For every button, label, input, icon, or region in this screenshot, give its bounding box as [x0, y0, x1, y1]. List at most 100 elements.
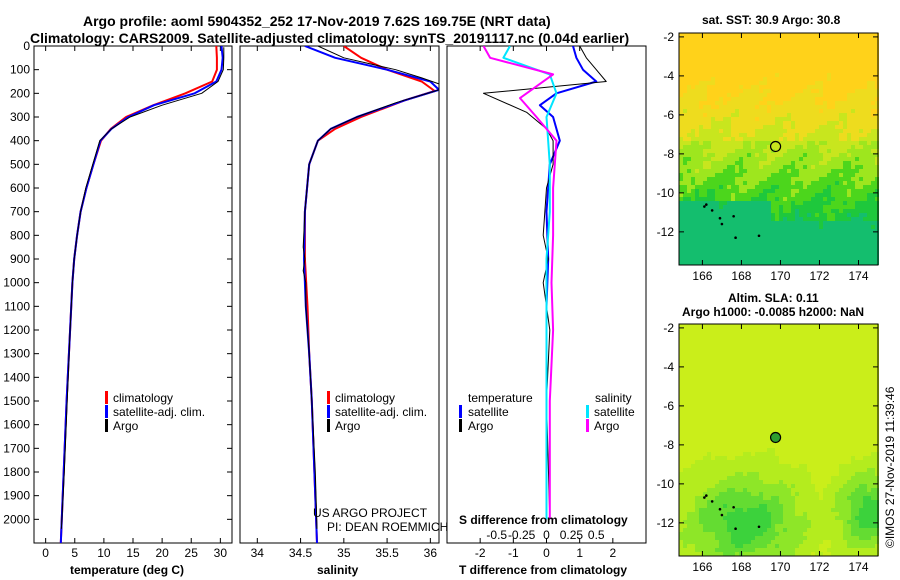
heatmap-cell	[875, 101, 879, 105]
heatmap-cell	[863, 157, 867, 161]
heatmap-cell	[759, 169, 763, 173]
heatmap-cell	[815, 348, 819, 352]
heatmap-cell	[763, 57, 767, 61]
heatmap-cell	[727, 169, 731, 173]
heatmap-cell	[851, 396, 855, 400]
heatmap-cell	[723, 356, 727, 360]
heatmap-cell	[679, 464, 683, 468]
heatmap-cell	[807, 113, 811, 117]
heatmap-cell	[679, 428, 683, 432]
heatmap-cell	[691, 245, 695, 249]
heatmap-cell	[847, 49, 851, 53]
heatmap-cell	[751, 332, 755, 336]
heatmap-cell	[795, 177, 799, 181]
heatmap-cell	[827, 121, 831, 125]
heatmap-cell	[747, 137, 751, 141]
heatmap-cell	[811, 412, 815, 416]
heatmap-cell	[755, 364, 759, 368]
heatmap-cell	[787, 348, 791, 352]
heatmap-cell	[871, 237, 875, 241]
heatmap-cell	[771, 452, 775, 456]
heatmap-cell	[783, 181, 787, 185]
heatmap-cell	[687, 348, 691, 352]
heatmap-cell	[803, 388, 807, 392]
heatmap-cell	[795, 81, 799, 85]
heatmap-cell	[771, 364, 775, 368]
heatmap-cell	[839, 181, 843, 185]
heatmap-cell	[759, 356, 763, 360]
heatmap-cell	[815, 177, 819, 181]
heatmap-cell	[839, 69, 843, 73]
heatmap-cell	[871, 436, 875, 440]
heatmap-cell	[807, 444, 811, 448]
heatmap-cell	[731, 73, 735, 77]
heatmap-cell	[683, 444, 687, 448]
heatmap-cell	[827, 229, 831, 233]
heatmap-cell	[827, 153, 831, 157]
heatmap-cell	[731, 221, 735, 225]
heatmap-cell	[763, 61, 767, 65]
heatmap-cell	[679, 197, 683, 201]
heatmap-cell	[839, 109, 843, 113]
heatmap-cell	[771, 193, 775, 197]
heatmap-cell	[867, 57, 871, 61]
heatmap-cell	[823, 81, 827, 85]
heatmap-cell	[695, 33, 699, 37]
heatmap-cell	[695, 416, 699, 420]
heatmap-cell	[835, 141, 839, 145]
heatmap-cell	[679, 384, 683, 388]
heatmap-cell	[787, 125, 791, 129]
heatmap-cell	[775, 81, 779, 85]
heatmap-cell	[695, 137, 699, 141]
heatmap-cell	[703, 436, 707, 440]
heatmap-cell	[779, 257, 783, 261]
heatmap-cell	[819, 217, 823, 221]
heatmap-cell	[791, 432, 795, 436]
heatmap-cell	[867, 237, 871, 241]
heatmap-cell	[767, 181, 771, 185]
heatmap-cell	[787, 225, 791, 229]
heatmap-cell	[747, 416, 751, 420]
heatmap-cell	[715, 396, 719, 400]
heatmap-cell	[819, 97, 823, 101]
heatmap-cell	[711, 237, 715, 241]
heatmap-cell	[839, 336, 843, 340]
heatmap-cell	[859, 332, 863, 336]
heatmap-cell	[779, 149, 783, 153]
legend-label-climatology: climatology	[335, 391, 395, 405]
heatmap-cell	[831, 444, 835, 448]
heatmap-cell	[819, 424, 823, 428]
heatmap-cell	[715, 392, 719, 396]
heatmap-cell	[695, 177, 699, 181]
heatmap-cell	[747, 213, 751, 217]
heatmap-cell	[779, 225, 783, 229]
heatmap-cell	[839, 173, 843, 177]
heatmap-cell	[827, 241, 831, 245]
heatmap-cell	[875, 460, 879, 464]
heatmap-cell	[799, 352, 803, 356]
heatmap-cell	[699, 169, 703, 173]
heatmap-cell	[867, 428, 871, 432]
heatmap-cell	[847, 380, 851, 384]
heatmap-cell	[735, 364, 739, 368]
heatmap-cell	[715, 57, 719, 61]
heatmap-cell	[679, 408, 683, 412]
heatmap-cell	[819, 69, 823, 73]
x2-tick-label: 0	[543, 528, 550, 542]
heatmap-cell	[791, 241, 795, 245]
heatmap-cell	[787, 113, 791, 117]
island-markers	[703, 203, 761, 240]
heatmap-cell	[859, 61, 863, 65]
heatmap-cell	[687, 456, 691, 460]
heatmap-cell	[835, 33, 839, 37]
heatmap-cell	[843, 205, 847, 209]
heatmap-cell	[803, 420, 807, 424]
heatmap-cell	[839, 432, 843, 436]
heatmap-cell	[747, 97, 751, 101]
heatmap-cell	[767, 456, 771, 460]
heatmap-cell	[783, 424, 787, 428]
heatmap-cell	[855, 201, 859, 205]
heatmap-cell	[731, 249, 735, 253]
heatmap-cell	[819, 49, 823, 53]
heatmap-cell	[711, 129, 715, 133]
